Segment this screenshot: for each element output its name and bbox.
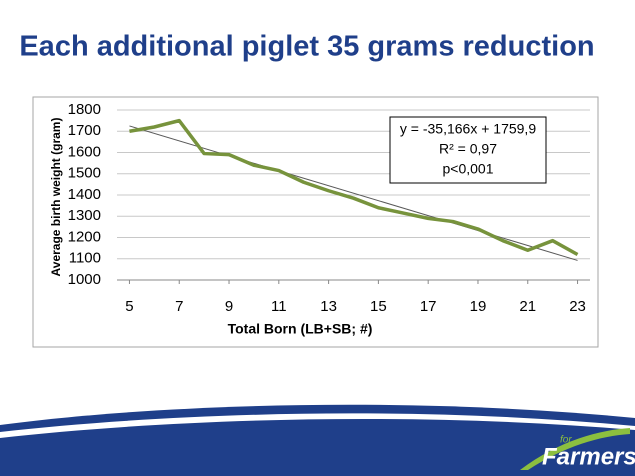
y-tick-label: 1100: [69, 250, 101, 267]
footer-stripe: [0, 413, 635, 438]
plot: 1000 1100 1200 1300 1400 1500 1600 1700 1800 5 7 9 1…: [68, 101, 590, 315]
x-tick-label: 11: [271, 298, 287, 315]
logo-name: Farmers: [542, 443, 635, 470]
y-tick-label: 1000: [68, 271, 101, 288]
data-line: [129, 118, 579, 257]
y-tick-label: 1300: [68, 207, 101, 224]
logo-small: for: [560, 435, 572, 446]
y-tick-label: 1800: [68, 101, 101, 118]
annotation: y = -35,166x + 1759,9: [400, 121, 536, 137]
x-tick-label: 19: [470, 298, 487, 315]
annotation-box: [389, 116, 547, 184]
x-tick-label: 13: [320, 298, 337, 315]
annotations: y = -35,166x + 1759,9 R² = 0,97 p<0,001: [400, 121, 536, 177]
logo-swoosh: [520, 428, 630, 470]
x-tick-label: 21: [519, 298, 536, 315]
y-axis-title: Average birth weight (gram): [49, 118, 63, 277]
annotation: p<0,001: [443, 161, 494, 177]
x-tick-label: 5: [125, 298, 133, 315]
annotation: R² = 0,97: [439, 141, 497, 157]
x-tick-label: 9: [225, 298, 233, 315]
x-tick-label: 7: [175, 298, 183, 315]
y-tick-label: 1500: [68, 165, 101, 182]
x-tick-label: 15: [370, 298, 387, 315]
y-tick-label: 1200: [68, 228, 101, 245]
y-tick-label: 1600: [68, 143, 101, 160]
x-axis-title: Total Born (LB+SB; #): [228, 321, 373, 337]
slide-title: Each additional piglet 35 grams reductio…: [19, 31, 594, 63]
x-tick-label: 23: [569, 298, 586, 315]
trendline: [129, 125, 578, 261]
y-tick-label: 1700: [68, 122, 101, 139]
y-tick-label: 1400: [68, 186, 101, 203]
x-tick-label: 17: [420, 298, 437, 315]
